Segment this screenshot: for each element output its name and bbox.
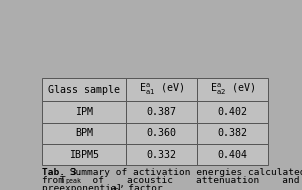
- Bar: [42, 101, 127, 123]
- Text: $\mathregular{E}^{\rm a}_{\rm a2}$ (eV): $\mathregular{E}^{\rm a}_{\rm a2}$ (eV): [210, 82, 255, 97]
- Text: Glass sample: Glass sample: [48, 85, 120, 95]
- Text: from: from: [42, 176, 65, 185]
- Bar: [127, 78, 197, 101]
- Bar: [197, 123, 268, 144]
- Text: 0.387: 0.387: [147, 107, 177, 117]
- Text: IPM: IPM: [75, 107, 93, 117]
- Text: 0.360: 0.360: [147, 128, 177, 138]
- Text: peak: peak: [65, 178, 81, 184]
- Text: of    acoustic    attenuation    and: of acoustic attenuation and: [81, 176, 300, 185]
- Text: 0.382: 0.382: [217, 128, 248, 138]
- Text: BPM: BPM: [75, 128, 93, 138]
- Text: 0.404: 0.404: [217, 150, 248, 160]
- Bar: [42, 144, 127, 165]
- Bar: [42, 123, 127, 144]
- Bar: [42, 78, 127, 101]
- Bar: [197, 144, 268, 165]
- Text: preexponential factor: preexponential factor: [42, 184, 168, 190]
- Text: 0.402: 0.402: [217, 107, 248, 117]
- Text: $\mathregular{E}^{\rm a}_{\rm a1}$ (eV): $\mathregular{E}^{\rm a}_{\rm a1}$ (eV): [139, 82, 185, 97]
- Text: Tab. 3.: Tab. 3.: [42, 168, 82, 177]
- Bar: [127, 101, 197, 123]
- Text: IBPM5: IBPM5: [69, 150, 99, 160]
- Text: Summary of activation energies calculated: Summary of activation energies calculate…: [64, 168, 302, 177]
- Text: T: T: [60, 176, 66, 185]
- Text: 0.332: 0.332: [147, 150, 177, 160]
- Bar: [197, 78, 268, 101]
- Bar: [197, 101, 268, 123]
- Bar: [127, 123, 197, 144]
- Text: $\nu_0$ʼ: $\nu_0$ʼ: [109, 184, 125, 190]
- Bar: [127, 144, 197, 165]
